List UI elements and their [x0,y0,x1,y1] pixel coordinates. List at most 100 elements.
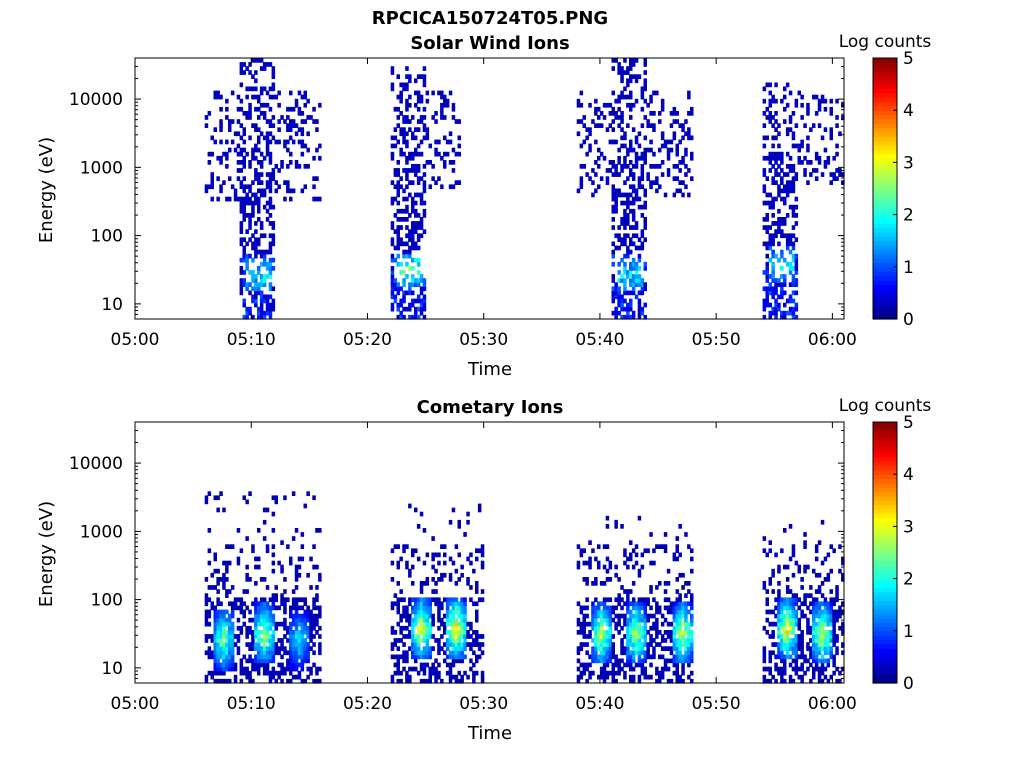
heatmap-cell [318,666,322,672]
heatmap-cell [469,552,473,558]
heatmap-cell [620,78,624,84]
heatmap-cell [277,621,281,627]
heatmap-cell [777,621,781,627]
heatmap-cell [428,601,432,607]
heatmap-cell [271,511,276,517]
heatmap-cell [306,666,310,672]
heatmap-cell [265,249,270,255]
heatmap-cell [405,564,409,570]
heatmap-cell [408,102,412,108]
heatmap-cell [434,119,438,124]
heatmap-cell [242,139,246,145]
heatmap-cell [687,192,691,198]
heatmap-cell [210,184,214,190]
heatmap-cell [835,617,839,623]
heatmap-cell [318,528,322,533]
heatmap-cell [765,666,769,672]
x-tick-label: 05:50 [692,330,741,350]
heatmap-cell [643,225,647,230]
heatmap-cell [248,111,252,116]
heatmap-cell [620,237,624,243]
heatmap-cell [655,630,659,635]
heatmap-cell [265,654,270,660]
heatmap-cell [431,577,435,582]
heatmap-cell [434,568,438,574]
heatmap-cell [617,670,621,676]
heatmap-cell [437,613,441,619]
heatmap-cell [602,155,607,161]
heatmap-cell [629,650,633,656]
heatmap-cell [416,94,421,100]
heatmap-cell [794,638,799,643]
heatmap-cell [216,650,220,656]
heatmap-cell [419,638,424,643]
heatmap-cell [216,568,220,574]
heatmap-cell [422,597,427,603]
heatmap-cell [640,172,645,177]
heatmap-cell [643,638,647,643]
colorbar-segment [873,596,897,601]
heatmap-cell [809,172,813,177]
heatmap-cell [791,646,796,651]
heatmap-cell [768,168,772,173]
heatmap-cell [472,568,476,574]
heatmap-cell [602,662,607,668]
heatmap-cell [608,123,613,128]
heatmap-cell [460,621,464,627]
heatmap-cell [611,278,615,283]
heatmap-cell [440,621,444,627]
colorbar-segment [873,517,897,523]
heatmap-cell [463,670,467,676]
colorbar-segment [873,548,897,554]
heatmap-cell [245,572,249,578]
heatmap-cell [663,532,668,537]
heatmap-cell [806,630,810,635]
heatmap-cell [812,94,816,100]
heatmap-cell [416,617,421,623]
heatmap-cell [411,278,415,283]
heatmap-cell [629,302,633,308]
heatmap-cell [262,135,267,141]
heatmap-cell [791,572,796,578]
heatmap-cell [620,524,624,529]
heatmap-cell [666,168,671,173]
heatmap-cell [690,642,694,647]
heatmap-cell [605,638,610,643]
heatmap-cell [259,662,264,668]
heatmap-cell [414,90,418,96]
heatmap-cell [408,155,412,161]
heatmap-cell [623,135,627,141]
heatmap-cell [225,630,229,635]
heatmap-cell [631,613,636,619]
heatmap-cell [788,609,793,615]
heatmap-cell [634,621,639,627]
heatmap-cell [291,674,296,680]
heatmap-cell [631,650,636,656]
heatmap-cell [791,650,796,656]
heatmap-cell [428,654,432,660]
heatmap-cell [428,630,432,635]
heatmap-cell [248,654,252,660]
heatmap-cell [469,621,473,627]
heatmap-cell [806,666,810,672]
colorbar-segment [873,630,897,636]
heatmap-cell [594,106,598,112]
heatmap-cell [416,180,421,185]
heatmap-cell [623,208,627,214]
heatmap-cell [414,654,418,660]
heatmap-cell [414,282,418,287]
heatmap-cell [399,589,403,594]
heatmap-cell [814,556,819,562]
heatmap-cell [399,630,403,635]
colorbar-segment [873,465,897,471]
heatmap-cell [771,155,775,161]
heatmap-cell [684,654,688,660]
heatmap-cell [419,196,424,202]
colorbar-tick-label: 5 [903,49,914,69]
heatmap-cell [245,184,249,190]
heatmap-cell [643,86,647,92]
heatmap-cell [576,544,581,549]
heatmap-cell [271,66,276,71]
heatmap-cell [629,184,633,190]
heatmap-cell [204,634,209,639]
